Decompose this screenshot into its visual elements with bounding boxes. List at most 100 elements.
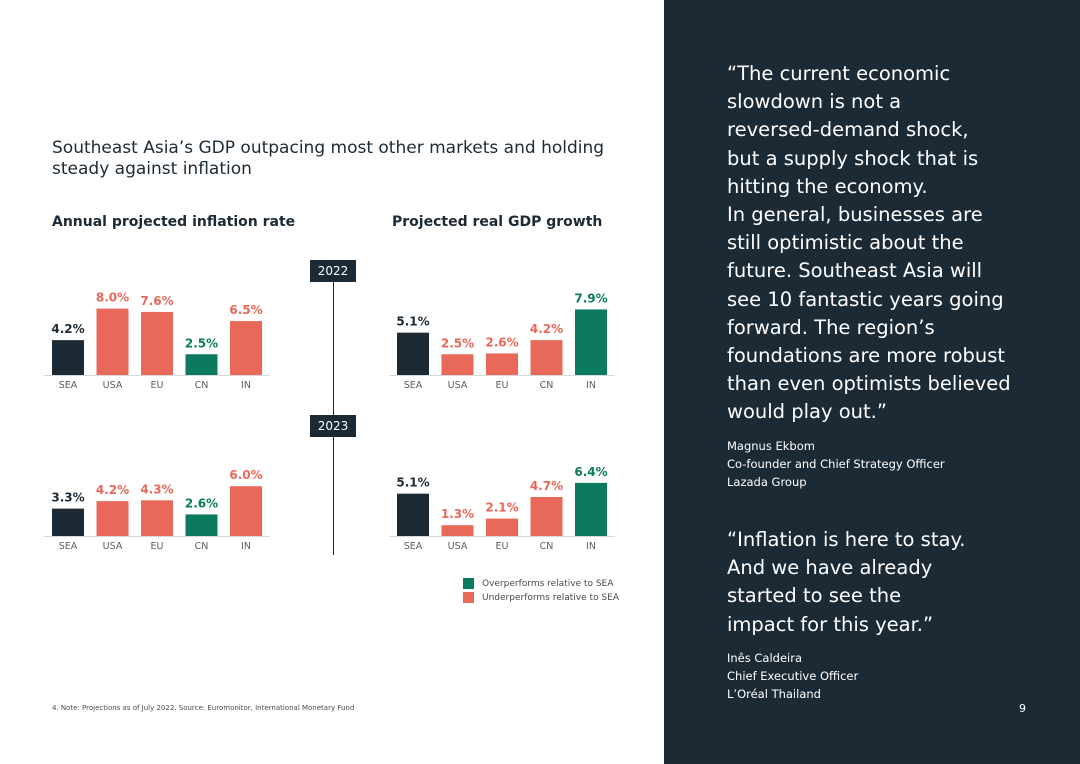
bar-sea (397, 493, 429, 536)
category-label: CN (195, 380, 209, 391)
footnote: 4. Note: Projections as of July 2022. So… (52, 704, 355, 712)
quote-1-attribution: Magnus Ekbom Co-founder and Chief Strate… (727, 437, 945, 491)
category-label: USA (103, 380, 123, 391)
speaker-name: Magnus Ekbom (727, 439, 815, 453)
category-label: CN (540, 541, 554, 552)
legend-under-label: Underperforms relative to SEA (482, 592, 619, 603)
quote-line: future. Southeast Asia will (727, 259, 983, 283)
bar-cn (185, 354, 218, 375)
bar-in (575, 482, 607, 536)
bar-in (230, 486, 262, 536)
category-label: IN (241, 380, 251, 391)
year-badge-2022: 2022 (310, 260, 356, 282)
category-label: IN (586, 380, 596, 391)
bar-usa (441, 525, 474, 536)
speaker-role: Chief Executive Officer (727, 669, 859, 683)
inflation-chart-title: Annual projected inflation rate (52, 214, 296, 230)
bar-usa (441, 354, 474, 375)
chart-panel (0, 0, 664, 764)
speaker-org: Lazada Group (727, 475, 807, 489)
quote-line: “Inflation is here to stay. (727, 528, 966, 551)
bar-in (575, 309, 607, 375)
data-label: 2.6% (185, 496, 218, 510)
bar-sea (52, 340, 84, 375)
quote-2-attribution: Inês Caldeira Chief Executive Officer L’… (727, 649, 858, 703)
quote-line: but a supply shock that is (727, 146, 979, 170)
data-label: 5.1% (396, 476, 429, 490)
legend-over-label: Overperforms relative to SEA (482, 578, 614, 589)
bar-eu (141, 500, 173, 536)
year-divider-line (333, 260, 334, 555)
year-badge-2023: 2023 (310, 415, 356, 437)
category-label: CN (540, 380, 554, 391)
category-label: USA (103, 541, 123, 552)
quote-line: would play out.” (727, 400, 887, 424)
category-label: CN (195, 541, 209, 552)
category-label: IN (586, 541, 596, 552)
data-label: 3.3% (51, 491, 84, 505)
quote-line: reversed-demand shock, (727, 118, 969, 142)
category-label: SEA (404, 380, 423, 391)
quote-line: And we have already (727, 556, 933, 580)
page-title: Southeast Asia’s GDP outpacing most othe… (52, 138, 605, 179)
quote-line: In general, businesses are (727, 203, 983, 227)
category-label: EU (151, 380, 164, 391)
speaker-role: Co-founder and Chief Strategy Officer (727, 457, 945, 471)
quote-line: see 10 fantastic years going (727, 287, 1004, 311)
category-label: SEA (59, 541, 78, 552)
data-label: 7.9% (574, 291, 607, 305)
data-label: 6.5% (229, 303, 262, 317)
data-label: 2.5% (185, 336, 218, 350)
data-label: 8.0% (96, 291, 129, 305)
data-label: 4.3% (140, 482, 173, 496)
data-label: 4.2% (96, 483, 129, 497)
legend-over-swatch (463, 578, 474, 589)
category-label: EU (496, 380, 509, 391)
bar-cn (530, 496, 563, 536)
data-label: 4.2% (530, 322, 563, 336)
quote-panel (664, 0, 1080, 764)
quote-line: slowdown is not a (727, 90, 902, 114)
bar-in (230, 321, 262, 375)
bar-sea (397, 332, 429, 375)
data-label: 7.6% (140, 294, 173, 308)
speaker-org: L’Oréal Thailand (727, 687, 821, 701)
gdp-chart-title: Projected real GDP growth (392, 214, 603, 230)
legend-over: Overperforms relative to SEA (463, 578, 613, 589)
bar-sea (52, 508, 84, 536)
quote-line: forward. The region’s (727, 315, 935, 339)
data-label: 1.3% (441, 507, 474, 521)
bar-cn (530, 340, 563, 375)
legend-under: Underperforms relative to SEA (463, 592, 619, 603)
data-label: 2.5% (441, 336, 474, 350)
bar-charts: 4.2% SEA 8.0% USA 7.6% EU 2.5% CN 6.5% IN 5.1% SEA 2… (44, 291, 615, 552)
data-label: 5.1% (396, 315, 429, 329)
bar-cn (185, 514, 218, 536)
quote-line: still optimistic about the (727, 231, 964, 255)
speaker-name: Inês Caldeira (727, 651, 803, 665)
category-label: SEA (59, 380, 78, 391)
data-label: 4.7% (530, 479, 563, 493)
quote-line: impact for this year.” (727, 612, 934, 636)
data-label: 6.4% (574, 465, 607, 479)
quote-1: “The current economic slowdown is not a … (727, 60, 1027, 427)
category-label: USA (448, 541, 468, 552)
legend-under-swatch (463, 592, 474, 603)
data-label: 2.6% (485, 335, 518, 349)
category-label: SEA (404, 541, 423, 552)
bar-usa (96, 501, 129, 536)
bar-eu (486, 518, 518, 536)
bar-eu (141, 311, 173, 375)
bar-eu (486, 353, 518, 375)
quote-line: than even optimists believed (727, 372, 1011, 396)
quote-line: hitting the economy. (727, 174, 928, 198)
category-label: USA (448, 380, 468, 391)
data-label: 4.2% (51, 322, 84, 336)
data-label: 2.1% (485, 501, 518, 515)
page-number: 9 (1019, 702, 1026, 715)
category-label: EU (151, 541, 164, 552)
quote-2: “Inflation is here to stay. And we have … (727, 526, 1027, 639)
quote-line: “The current economic (727, 62, 951, 85)
quote-line: foundations are more robust (727, 344, 1006, 368)
data-label: 6.0% (229, 468, 262, 482)
